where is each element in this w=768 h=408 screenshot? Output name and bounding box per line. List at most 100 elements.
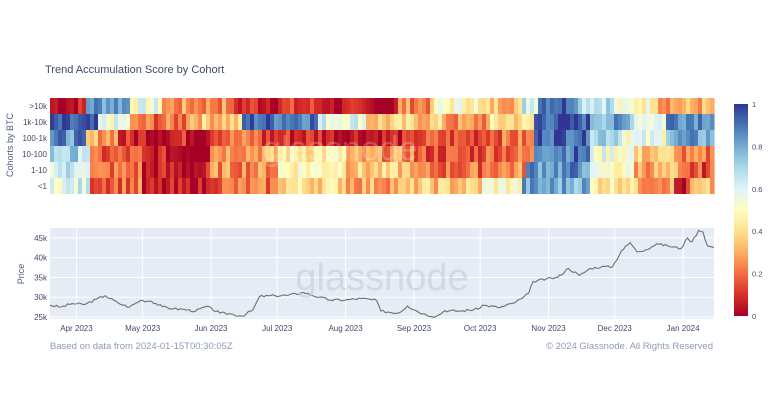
heatmap-cell bbox=[158, 114, 163, 130]
heatmap-cell bbox=[270, 146, 275, 162]
heatmap-cell bbox=[62, 146, 67, 162]
heatmap-cell bbox=[70, 178, 75, 194]
colorbar-tick-label: 0.2 bbox=[752, 270, 762, 279]
heatmap-cell bbox=[102, 162, 107, 178]
heatmap-cell bbox=[246, 162, 251, 178]
heatmap-cell bbox=[642, 146, 647, 162]
heatmap-cell bbox=[290, 98, 295, 114]
heatmap-cell bbox=[126, 130, 131, 146]
heatmap-cell bbox=[614, 162, 619, 178]
heatmap-cell bbox=[134, 130, 139, 146]
heatmap-cell bbox=[478, 146, 483, 162]
heatmap-cell bbox=[570, 98, 575, 114]
heatmap-cell bbox=[622, 130, 627, 146]
heatmap-cell bbox=[582, 114, 587, 130]
heatmap-cell bbox=[678, 178, 683, 194]
heatmap-cell bbox=[238, 98, 243, 114]
heatmap-cell bbox=[226, 178, 231, 194]
heatmap-cell bbox=[598, 162, 603, 178]
heatmap-cell bbox=[642, 162, 647, 178]
heatmap-cell bbox=[626, 162, 631, 178]
heatmap-cell bbox=[562, 178, 567, 194]
price-xtick-label: Jun 2023 bbox=[195, 324, 228, 333]
heatmap-cell bbox=[426, 98, 431, 114]
heatmap-cell bbox=[354, 130, 359, 146]
heatmap-cell bbox=[618, 130, 623, 146]
heatmap-cell bbox=[74, 130, 79, 146]
heatmap-cell bbox=[330, 162, 335, 178]
heatmap-cell bbox=[530, 162, 535, 178]
heatmap-cell bbox=[70, 98, 75, 114]
heatmap-cell bbox=[366, 162, 371, 178]
heatmap-cell bbox=[270, 178, 275, 194]
heatmap-cell bbox=[130, 146, 135, 162]
heatmap-cell bbox=[138, 114, 143, 130]
heatmap-cell bbox=[330, 146, 335, 162]
heatmap-cell bbox=[402, 178, 407, 194]
heatmap-cell bbox=[326, 98, 331, 114]
heatmap-cell bbox=[278, 178, 283, 194]
heatmap-cell bbox=[398, 130, 403, 146]
heatmap-cell bbox=[294, 178, 299, 194]
heatmap-cell bbox=[206, 130, 211, 146]
heatmap-cell bbox=[662, 114, 667, 130]
heatmap-cell bbox=[170, 146, 175, 162]
heatmap-cell bbox=[558, 146, 563, 162]
heatmap-cell bbox=[194, 98, 199, 114]
heatmap-cell bbox=[334, 98, 339, 114]
heatmap-cell bbox=[578, 98, 583, 114]
heatmap-cell bbox=[154, 98, 159, 114]
heatmap-cell bbox=[622, 162, 627, 178]
heatmap-cell bbox=[626, 98, 631, 114]
heatmap-cell bbox=[702, 146, 707, 162]
heatmap-cell bbox=[50, 146, 55, 162]
heatmap-cell bbox=[630, 178, 635, 194]
heatmap-cell bbox=[438, 98, 443, 114]
heatmap-cell bbox=[534, 114, 539, 130]
heatmap-cell bbox=[54, 178, 59, 194]
heatmap-cell bbox=[326, 146, 331, 162]
heatmap-cell bbox=[146, 162, 151, 178]
heatmap-cell bbox=[578, 146, 583, 162]
heatmap-cell bbox=[614, 98, 619, 114]
heatmap-cell bbox=[126, 98, 131, 114]
heatmap-cell bbox=[666, 98, 671, 114]
heatmap-cell bbox=[606, 98, 611, 114]
heatmap-cell bbox=[62, 130, 67, 146]
heatmap-cell bbox=[286, 178, 291, 194]
heatmap-cell bbox=[234, 130, 239, 146]
heatmap-cell bbox=[58, 114, 63, 130]
heatmap-cell bbox=[206, 98, 211, 114]
heatmap-cell bbox=[190, 98, 195, 114]
heatmap-cell bbox=[666, 146, 671, 162]
heatmap-cell bbox=[98, 162, 103, 178]
heatmap-cell bbox=[74, 146, 79, 162]
heatmap-cell bbox=[166, 98, 171, 114]
heatmap-cell bbox=[102, 98, 107, 114]
heatmap-cell bbox=[482, 130, 487, 146]
heatmap-cell bbox=[630, 98, 635, 114]
heatmap-cell bbox=[186, 178, 191, 194]
heatmap-cell bbox=[122, 130, 127, 146]
heatmap-cell bbox=[466, 162, 471, 178]
heatmap-cell bbox=[650, 146, 655, 162]
heatmap-cell bbox=[698, 114, 703, 130]
heatmap-cell bbox=[274, 162, 279, 178]
heatmap-cell bbox=[278, 114, 283, 130]
heatmap-cell bbox=[434, 162, 439, 178]
heatmap-cell bbox=[654, 114, 659, 130]
heatmap-cell bbox=[318, 162, 323, 178]
heatmap-cell bbox=[362, 162, 367, 178]
heatmap-cell bbox=[650, 98, 655, 114]
heatmap-cell bbox=[370, 146, 375, 162]
heatmap-cell bbox=[530, 114, 535, 130]
heatmap-cell bbox=[202, 162, 207, 178]
heatmap-cell bbox=[526, 130, 531, 146]
heatmap-cell bbox=[558, 114, 563, 130]
heatmap-cell bbox=[466, 98, 471, 114]
heatmap-cell bbox=[434, 98, 439, 114]
heatmap-cell bbox=[502, 98, 507, 114]
heatmap-cell bbox=[574, 130, 579, 146]
heatmap-cell bbox=[670, 162, 675, 178]
heatmap-cell bbox=[354, 146, 359, 162]
